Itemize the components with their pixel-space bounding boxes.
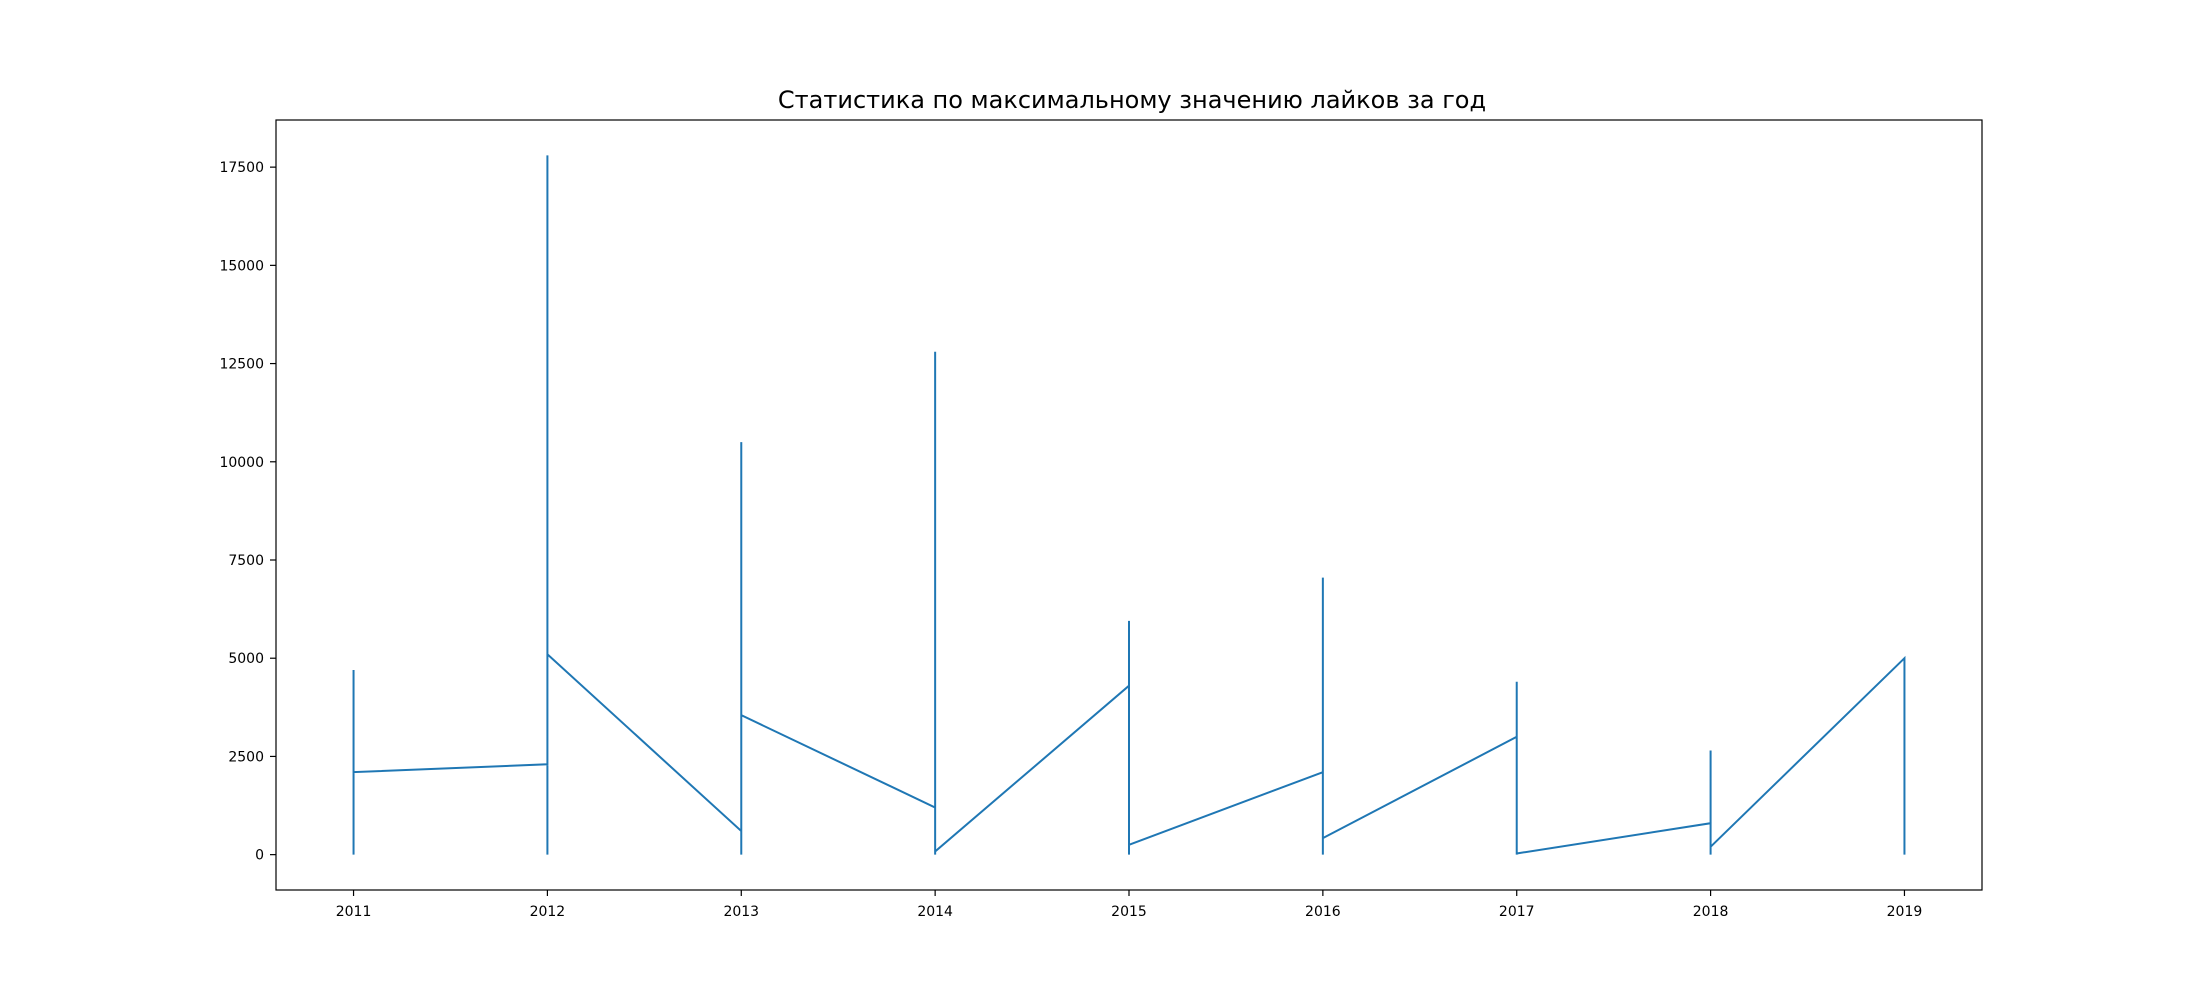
x-tick-label: 2012 [530,904,566,920]
x-tick-label: 2018 [1693,904,1729,920]
y-tick-label: 5000 [228,651,264,667]
y-tick-label: 10000 [219,455,264,471]
y-tick-label: 2500 [228,749,264,765]
x-tick-label: 2016 [1305,904,1341,920]
x-tick-label: 2015 [1111,904,1147,920]
chart-title: Статистика по максимальному значению лай… [777,86,1487,114]
x-tick-label: 2013 [723,904,759,920]
x-tick-label: 2017 [1499,904,1535,920]
y-tick-label: 17500 [219,160,264,176]
y-tick-label: 12500 [219,357,264,373]
y-tick-label: 15000 [219,258,264,274]
y-tick-label: 0 [255,848,264,864]
x-tick-label: 2014 [917,904,953,920]
series-line-0 [352,155,1906,855]
x-tick-label: 2019 [1887,904,1923,920]
x-tick-label: 2011 [336,904,372,920]
y-tick-label: 7500 [228,553,264,569]
